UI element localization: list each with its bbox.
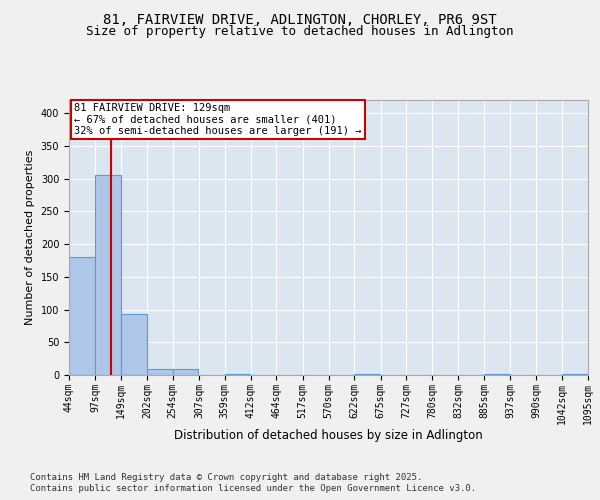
Bar bbox=[173, 369, 199, 375]
Text: Contains public sector information licensed under the Open Government Licence v3: Contains public sector information licen… bbox=[30, 484, 476, 493]
Bar bbox=[69, 257, 95, 375]
Bar bbox=[121, 314, 146, 375]
Bar bbox=[484, 374, 510, 375]
Bar bbox=[355, 374, 380, 375]
X-axis label: Distribution of detached houses by size in Adlington: Distribution of detached houses by size … bbox=[174, 430, 483, 442]
Bar bbox=[147, 369, 173, 375]
Text: Contains HM Land Registry data © Crown copyright and database right 2025.: Contains HM Land Registry data © Crown c… bbox=[30, 472, 422, 482]
Text: 81, FAIRVIEW DRIVE, ADLINGTON, CHORLEY, PR6 9ST: 81, FAIRVIEW DRIVE, ADLINGTON, CHORLEY, … bbox=[103, 12, 497, 26]
Bar bbox=[95, 176, 121, 375]
Y-axis label: Number of detached properties: Number of detached properties bbox=[25, 150, 35, 325]
Text: 81 FAIRVIEW DRIVE: 129sqm
← 67% of detached houses are smaller (401)
32% of semi: 81 FAIRVIEW DRIVE: 129sqm ← 67% of detac… bbox=[74, 103, 362, 136]
Bar bbox=[562, 374, 587, 375]
Text: Size of property relative to detached houses in Adlington: Size of property relative to detached ho… bbox=[86, 25, 514, 38]
Bar bbox=[224, 374, 250, 375]
